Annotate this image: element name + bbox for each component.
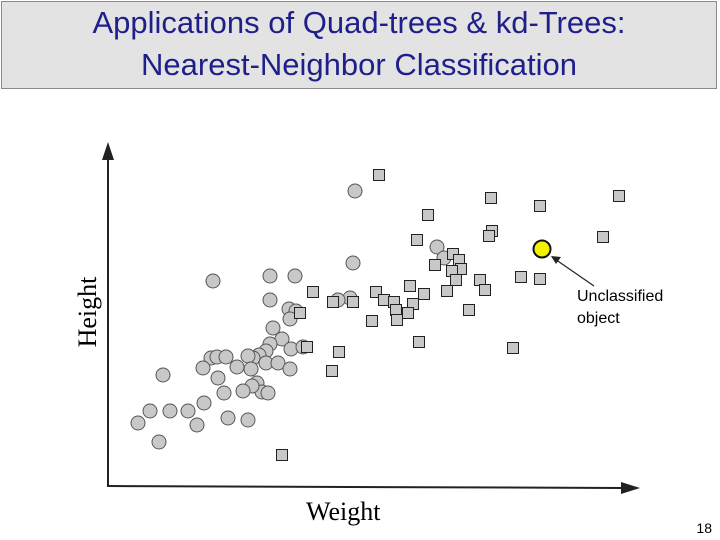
circle-point xyxy=(235,383,251,399)
x-axis-line xyxy=(106,485,623,489)
circle-point xyxy=(162,403,178,419)
square-point xyxy=(378,294,390,306)
circle-point xyxy=(229,359,245,375)
square-point xyxy=(534,273,546,285)
circle-point xyxy=(189,417,205,433)
title-box: Applications of Quad-trees & kd-Trees: N… xyxy=(1,1,717,89)
annotation-layer xyxy=(551,256,595,287)
unclassified-annotation: Unclassified object xyxy=(577,286,663,330)
y-axis-label: Height xyxy=(73,276,102,348)
square-point xyxy=(301,341,313,353)
circle-point xyxy=(195,360,211,376)
circle-point xyxy=(260,385,276,401)
circle-point xyxy=(180,403,196,419)
circle-point xyxy=(155,367,171,383)
annotation-line-2: object xyxy=(577,310,620,327)
circle-point xyxy=(151,434,167,450)
square-point xyxy=(402,307,414,319)
circle-point xyxy=(282,361,298,377)
square-point xyxy=(422,209,434,221)
circle-point xyxy=(262,292,278,308)
circle-point xyxy=(205,273,221,289)
square-point xyxy=(333,346,345,358)
annotation-leader-line xyxy=(551,256,595,287)
circle-point xyxy=(270,355,286,371)
circle-point xyxy=(130,415,146,431)
circle-point xyxy=(345,255,361,271)
y-axis-arrowhead xyxy=(102,142,114,160)
square-point xyxy=(327,296,339,308)
square-point xyxy=(613,190,625,202)
circle-point xyxy=(196,395,212,411)
square-point xyxy=(418,288,430,300)
annotation-line-1: Unclassified xyxy=(577,288,664,305)
square-point xyxy=(429,259,441,271)
circle-point xyxy=(216,385,232,401)
square-point xyxy=(441,285,453,297)
square-point xyxy=(474,274,486,286)
annotation-arrowhead xyxy=(551,256,561,264)
square-point xyxy=(326,365,338,377)
circle-point xyxy=(243,361,259,377)
square-point xyxy=(370,286,382,298)
square-point xyxy=(515,271,527,283)
square-point xyxy=(507,342,519,354)
square-point xyxy=(276,449,288,461)
page-number: 18 xyxy=(696,520,712,536)
square-point xyxy=(391,314,403,326)
square-point xyxy=(373,169,385,181)
unclassified-point xyxy=(532,239,552,259)
slide-title-line-1: Applications of Quad-trees & kd-Trees: xyxy=(92,5,626,40)
x-axis-arrowhead xyxy=(621,482,640,494)
circle-point xyxy=(220,410,236,426)
square-point xyxy=(483,230,495,242)
circle-point xyxy=(142,403,158,419)
square-point xyxy=(404,280,416,292)
square-point xyxy=(411,234,423,246)
circle-point xyxy=(240,412,256,428)
axes xyxy=(102,142,640,494)
square-point xyxy=(413,336,425,348)
circle-point xyxy=(265,320,281,336)
circle-point xyxy=(347,183,363,199)
circle-point xyxy=(287,268,303,284)
square-point xyxy=(534,200,546,212)
square-point xyxy=(597,231,609,243)
x-axis-label: Weight xyxy=(306,497,381,526)
circle-point xyxy=(429,239,445,255)
circle-point xyxy=(262,268,278,284)
square-point xyxy=(294,307,306,319)
square-point xyxy=(347,296,359,308)
square-point xyxy=(366,315,378,327)
square-point xyxy=(450,274,462,286)
square-point xyxy=(307,286,319,298)
circle-point xyxy=(218,349,234,365)
points-layer xyxy=(130,169,625,461)
square-point xyxy=(390,304,402,316)
square-point xyxy=(479,284,491,296)
circle-point xyxy=(240,348,256,364)
circle-point xyxy=(210,370,226,386)
square-point xyxy=(485,192,497,204)
square-point xyxy=(463,304,475,316)
slide-title-line-2: Nearest-Neighbor Classification xyxy=(141,47,577,82)
